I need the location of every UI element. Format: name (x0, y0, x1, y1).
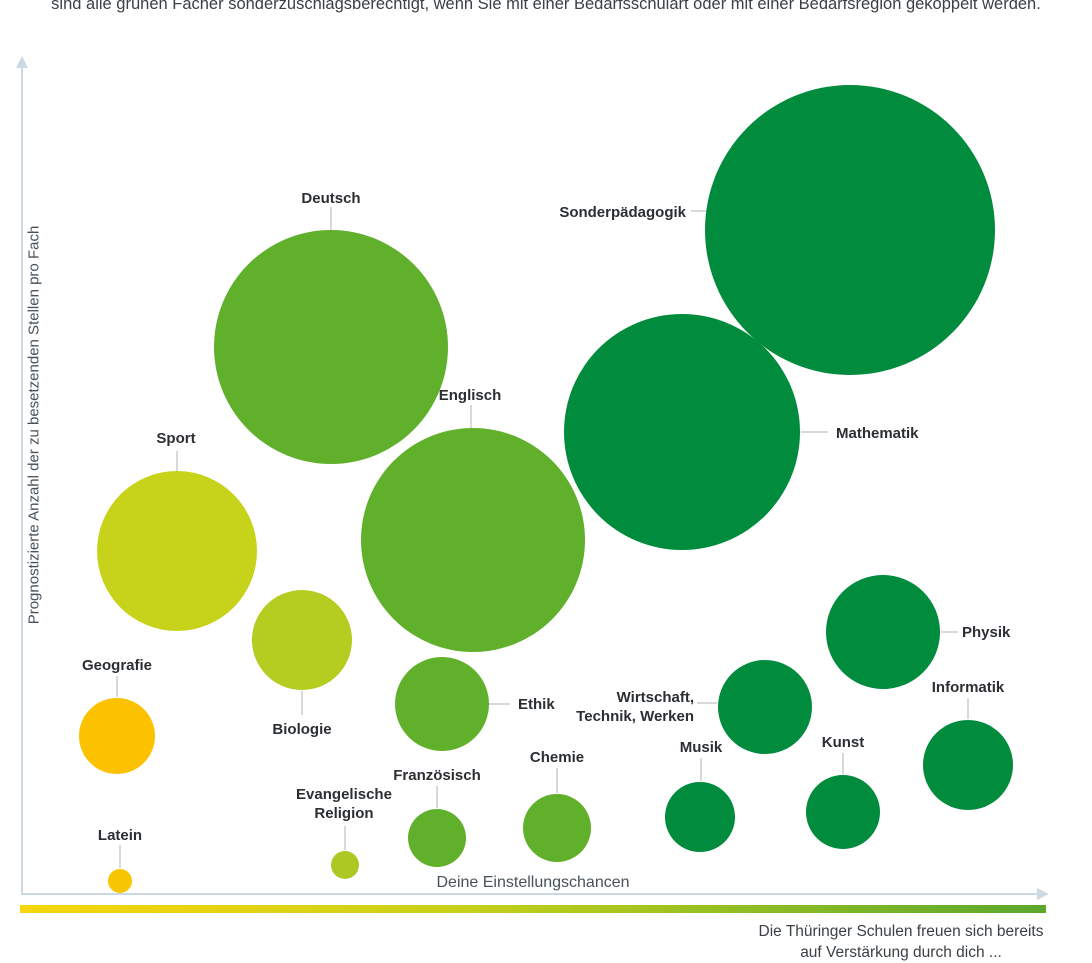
leader-line-sport (176, 451, 178, 472)
leader-line-chemie (556, 768, 558, 793)
bubble-label-sport: Sport (156, 430, 196, 447)
leader-line-biologie (301, 691, 303, 715)
leader-line-sonderp-dagogik (691, 210, 708, 212)
bubble-franz-sisch (408, 809, 466, 867)
leader-line-mathematik (801, 431, 828, 433)
leader-line-englisch (470, 405, 472, 428)
x-axis-arrow-icon (1037, 888, 1049, 900)
leader-line-wirtschaft-technik-werken (697, 702, 717, 704)
bubble-physik (826, 575, 940, 689)
bubble-label-mathematik: Mathematik (836, 425, 919, 442)
bubble-label-kunst: Kunst (821, 734, 865, 751)
bubble-kunst (806, 775, 880, 849)
bubble-label-informatik: Informatik (931, 679, 1005, 696)
bubble-label-latein: Latein (97, 827, 143, 844)
bubble-label-deutsch: Deutsch (301, 190, 361, 207)
leader-line-kunst (842, 753, 844, 774)
bubble-ethik (395, 657, 489, 751)
y-axis-label: Prognostizierte Anzahl der zu besetzende… (25, 225, 43, 625)
leader-line-evangelische-religion (344, 826, 346, 850)
bubble-wirtschaft-technik-werken (718, 660, 812, 754)
y-axis-line (21, 66, 23, 895)
bottom-note-line2: auf Verstärkung durch dich ... (800, 944, 1002, 961)
bubble-label-wirtschaft-technik-werken: Wirtschaft, Technik, Werken (576, 689, 694, 725)
bubble-label-franz-sisch: Französisch (393, 767, 481, 784)
leader-line-physik (941, 631, 958, 633)
bubble-sport (97, 471, 257, 631)
bubble-mathematik (564, 314, 800, 550)
leader-line-musik (700, 758, 702, 781)
leader-line-geografie (116, 676, 118, 697)
bubble-label-sonderp-dagogik: Sonderpädagogik (559, 204, 686, 221)
bubble-label-geografie: Geografie (81, 657, 153, 674)
bubble-label-musik: Musik (679, 739, 723, 756)
bubble-label-ethik: Ethik (518, 696, 555, 713)
bubble-musik (665, 782, 735, 852)
y-axis-arrow-icon (16, 56, 28, 68)
leader-line-ethik (488, 703, 510, 705)
chance-gradient-legend (20, 905, 1046, 913)
leader-line-franz-sisch (436, 786, 438, 808)
bottom-note-text: Die Thüringer Schulen freuen sich bereit… (745, 921, 1057, 963)
bubble-geografie (79, 698, 155, 774)
bubble-deutsch (214, 230, 448, 464)
x-axis-label: Deine Einstellungschancen (436, 874, 630, 891)
bubble-latein (108, 869, 132, 893)
leader-line-informatik (967, 698, 969, 719)
top-note-text: sind alle grünen Fächer sonderzuschlagsb… (51, 0, 1041, 13)
bubble-chemie (523, 794, 591, 862)
bubble-biologie (252, 590, 352, 690)
bubble-label-physik: Physik (962, 624, 1011, 641)
bubble-informatik (923, 720, 1013, 810)
bubble-sonderp-dagogik (705, 85, 995, 375)
bubble-label-englisch: Englisch (438, 387, 502, 404)
bottom-note-line1: Die Thüringer Schulen freuen sich bereit… (758, 923, 1044, 940)
leader-line-latein (119, 845, 121, 868)
bubble-label-biologie: Biologie (272, 721, 332, 738)
leader-line-deutsch (330, 207, 332, 231)
bubble-label-chemie: Chemie (529, 749, 585, 766)
bubble-label-evangelische-religion: Evangelische Religion (296, 786, 392, 822)
x-axis-line (21, 893, 1039, 895)
bubble-englisch (361, 428, 585, 652)
bubble-evangelische-religion (331, 851, 359, 879)
